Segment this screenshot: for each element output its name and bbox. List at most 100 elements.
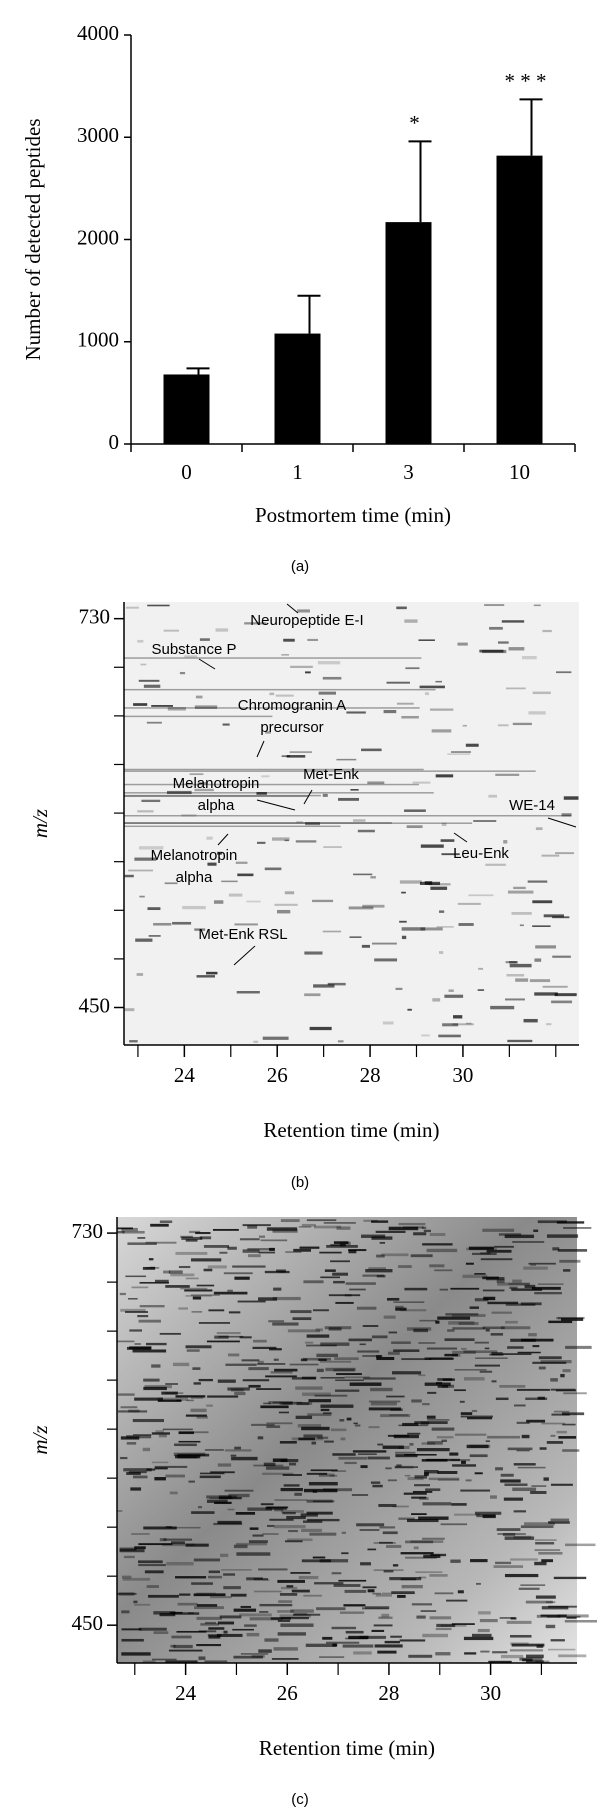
y-axis-title: m/z [28,809,52,838]
signal-streak [292,1317,312,1321]
signal-streak [302,1520,323,1523]
signal-streak [280,1586,298,1590]
signal-streak [563,796,579,800]
signal-streak [460,1412,473,1415]
signal-streak [132,1418,164,1423]
signal-streak [565,1543,596,1547]
signal-streak [404,619,418,623]
signal-streak [170,1273,195,1277]
signal-streak [297,609,310,613]
signal-streak [471,1409,478,1413]
panel-caption: (c) [291,1791,309,1808]
signal-streak [274,1508,284,1512]
signal-streak [472,1633,492,1637]
signal-streak [141,799,161,803]
signal-streak [265,1375,297,1378]
annotation-leader [303,789,313,805]
signal-streak [545,1601,556,1604]
signal-streak [324,1269,336,1272]
signal-streak [121,1628,142,1631]
signal-streak [359,1635,386,1639]
signal-streak [441,853,460,856]
signal-streak [208,1575,223,1579]
signal-streak [220,1553,229,1558]
signal-streak [418,1576,427,1579]
signal-streak [320,1376,345,1379]
annotation: alpha [198,797,235,814]
signal-streak [322,1636,333,1640]
signal-streak [303,1434,323,1438]
signal-streak [126,1442,137,1445]
signal-streak [394,1465,414,1469]
signal-streak [510,1338,536,1342]
signal-streak [171,1541,185,1545]
signal-streak [122,1575,132,1579]
signal-streak [543,1477,549,1481]
signal-streak [305,671,311,674]
signal-streak [542,629,552,633]
signal-streak [290,1572,311,1574]
signal-streak [353,1422,358,1425]
signal-streak [131,1286,149,1289]
signal-streak [246,900,261,903]
signal-streak [257,1360,264,1364]
signal-streak [420,1610,437,1612]
signal-streak [404,1474,411,1477]
signal-streak [127,1298,138,1300]
signal-streak [435,1320,440,1324]
signal-streak [416,1615,426,1619]
signal-streak [290,1609,314,1613]
signal-streak [382,1021,394,1025]
signal-streak [165,1660,198,1664]
signal-streak [405,1540,434,1544]
signal-streak [242,1379,270,1382]
signal-streak [363,1377,396,1380]
signal-streak [491,1380,497,1383]
signal-streak [556,1317,561,1320]
signal-streak [338,1579,367,1582]
signal-streak [387,1351,400,1355]
signal-streak [393,1349,420,1352]
signal-streak [217,1520,242,1525]
signal-streak [206,1340,240,1343]
signal-streak [144,1384,172,1389]
signal-streak [159,1220,173,1224]
signal-streak [233,1608,257,1612]
signal-streak [465,1262,474,1265]
signal-streak [169,1491,178,1495]
signal-streak [516,1449,530,1452]
signal-streak [431,729,452,733]
annotation: Melanotropin [151,847,238,864]
signal-streak [353,1651,372,1655]
signal-streak [118,1410,148,1413]
signal-streak [362,1274,385,1277]
signal-streak [511,1288,543,1291]
signal-streak [454,1433,487,1436]
signal-streak [134,1546,146,1550]
signal-streak [204,1449,224,1451]
signal-streak [193,1593,226,1597]
signal-streak [484,604,505,606]
signal-streak [312,1556,326,1559]
signal-streak [218,1335,244,1338]
signal-streak [172,1362,190,1367]
signal-streak [474,1364,500,1367]
signal-streak [461,1460,466,1464]
signal-streak [124,874,134,878]
signal-streak [175,1251,208,1255]
signal-streak [304,993,321,997]
signal-streak [378,1616,393,1619]
signal-streak [541,1606,569,1610]
signal-streak [175,1455,201,1459]
signal-streak [223,1630,228,1634]
signal-streak [303,1594,322,1597]
signal-streak [262,1533,279,1535]
signal-streak [133,1434,152,1436]
signal-streak [121,1638,144,1642]
signal-streak [362,1607,389,1610]
signal-streak [509,1286,518,1289]
signal-streak [494,1245,514,1248]
signal-streak [153,922,172,926]
signal-streak [391,1341,411,1344]
signal-streak [537,1283,564,1285]
